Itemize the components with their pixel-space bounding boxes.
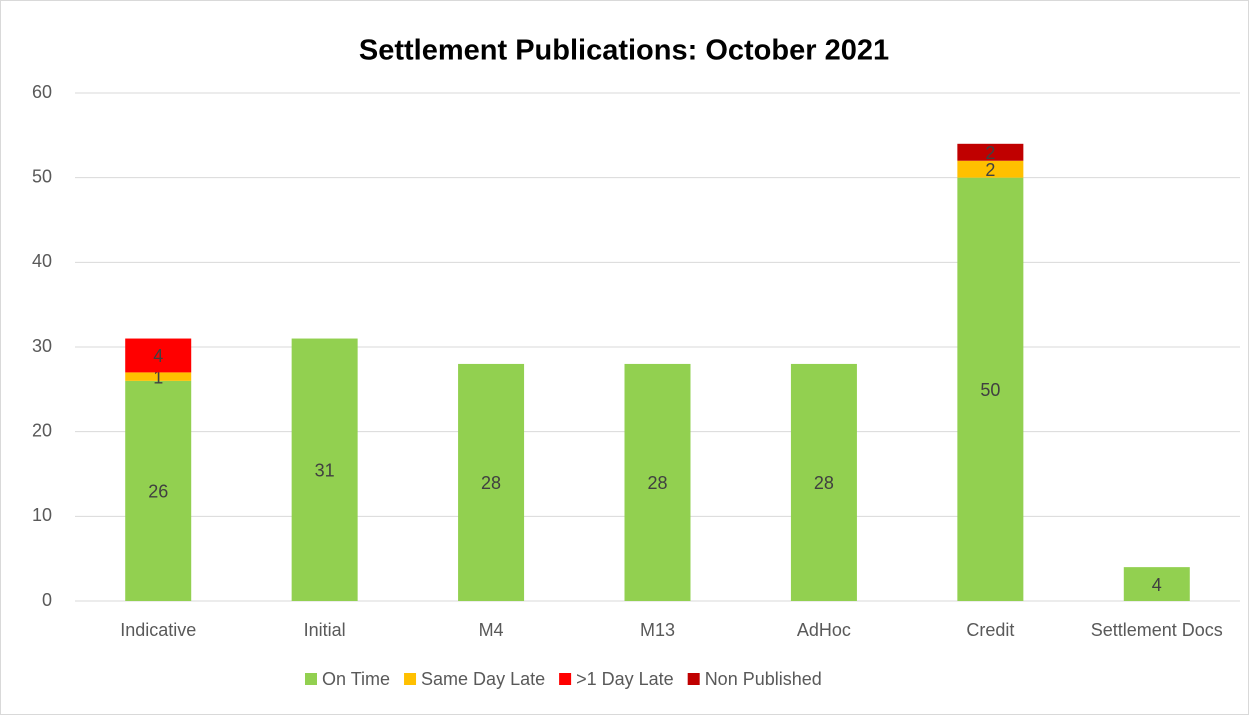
bar-segment	[458, 363, 525, 601]
y-tick-label: 40	[32, 251, 52, 271]
bar-segment	[1123, 567, 1190, 601]
data-label: 28	[647, 473, 667, 493]
legend-swatch	[687, 673, 700, 685]
bar-segment	[291, 338, 358, 601]
bar-segment	[957, 177, 1024, 601]
bar-segment	[125, 338, 192, 373]
data-label: 4	[153, 346, 163, 366]
legend-swatch	[559, 673, 572, 685]
x-tick-label: Indicative	[120, 620, 196, 640]
legend-label: >1 Day Late	[576, 669, 674, 689]
data-label: 28	[814, 473, 834, 493]
data-label: 50	[980, 380, 1000, 400]
data-label: 31	[315, 461, 335, 481]
legend-label: Non Published	[705, 669, 822, 689]
legend-label: Same Day Late	[421, 669, 545, 689]
y-tick-label: 60	[32, 82, 52, 102]
legend-label: On Time	[322, 669, 390, 689]
legend-swatch	[305, 673, 317, 685]
data-label: 1	[153, 367, 163, 387]
x-tick-label: AdHoc	[797, 620, 851, 640]
bar-segment	[790, 363, 857, 601]
y-tick-label: 0	[42, 590, 52, 610]
bar-segment	[125, 380, 192, 601]
x-tick-label: M13	[640, 620, 675, 640]
chart-title: Settlement Publications: October 2021	[359, 35, 889, 67]
bar-segment	[957, 160, 1024, 178]
x-tick-label: Initial	[304, 620, 346, 640]
y-tick-label: 20	[32, 420, 52, 440]
x-tick-label: Settlement Docs	[1091, 620, 1223, 640]
data-label: 28	[481, 473, 501, 493]
x-tick-label: Credit	[966, 620, 1014, 640]
y-tick-label: 50	[32, 166, 52, 186]
data-label: 4	[1152, 575, 1162, 595]
bar-segment	[125, 372, 192, 381]
y-tick-label: 30	[32, 336, 52, 356]
bar-segment	[957, 143, 1024, 161]
data-label: 2	[985, 160, 995, 180]
bar-segment	[624, 363, 691, 601]
data-label: 2	[985, 143, 995, 163]
y-tick-label: 10	[32, 505, 52, 525]
legend-swatch	[404, 673, 417, 685]
x-tick-label: M4	[479, 620, 504, 640]
data-label: 26	[148, 482, 168, 502]
